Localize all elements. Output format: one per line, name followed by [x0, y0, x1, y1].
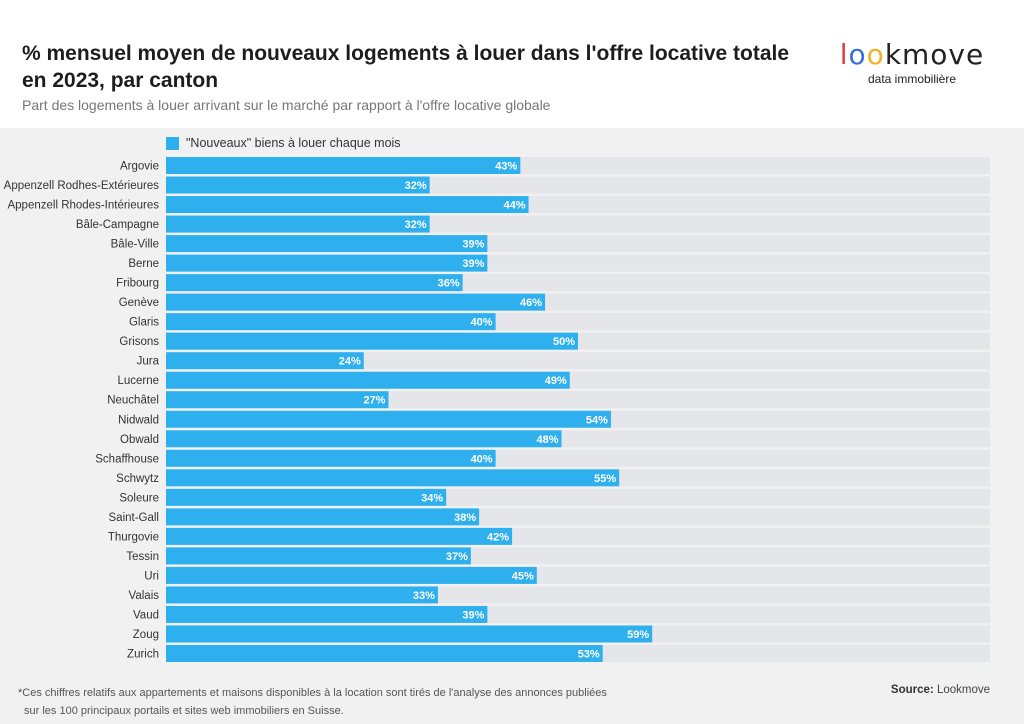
legend-label: "Nouveaux" biens à louer chaque mois — [186, 136, 401, 150]
bar — [166, 547, 471, 565]
category-label: Tessin — [126, 551, 159, 563]
bar — [166, 254, 488, 272]
bar — [166, 371, 570, 389]
bar — [166, 430, 562, 448]
value-label: 38% — [454, 512, 476, 524]
logo-tagline: data immobilière — [867, 72, 957, 86]
category-label: Berne — [128, 258, 159, 270]
value-label: 39% — [462, 258, 484, 270]
value-label: 40% — [471, 317, 493, 329]
category-label: Saint-Gall — [109, 512, 160, 524]
bar — [166, 196, 529, 214]
bar — [166, 605, 488, 623]
bar — [166, 157, 521, 174]
bar — [166, 527, 513, 545]
value-label: 50% — [553, 336, 575, 348]
value-label: 55% — [594, 473, 616, 485]
category-label: Obwald — [120, 434, 159, 446]
bar — [166, 293, 546, 311]
category-label: Appenzell Rodhes-Extérieures — [4, 180, 160, 192]
value-label: 44% — [504, 200, 526, 212]
category-label: Lucerne — [117, 375, 159, 387]
value-label: 45% — [512, 570, 534, 582]
category-label: Zoug — [133, 629, 159, 641]
bar — [166, 488, 447, 506]
category-label: Nidwald — [118, 414, 159, 426]
bar — [166, 469, 620, 487]
value-label: 40% — [471, 453, 493, 465]
source: Source: Lookmove — [891, 684, 990, 696]
category-label: Valais — [129, 590, 160, 602]
header: % mensuel moyen de nouveaux logements à … — [0, 0, 1024, 128]
chart-title: % mensuel moyen de nouveaux logements à … — [22, 42, 790, 92]
category-label: Bâle-Ville — [111, 239, 159, 251]
value-label: 32% — [405, 219, 427, 231]
category-label: Fribourg — [116, 278, 159, 290]
source-label: Source: — [890, 684, 934, 696]
value-label: 36% — [438, 278, 460, 290]
value-label: 46% — [520, 297, 542, 309]
category-label: Neuchâtel — [107, 395, 159, 407]
value-label: 53% — [578, 649, 600, 661]
footnote-line-2: sur les 100 principaux portails et sites… — [24, 705, 344, 717]
value-label: 54% — [586, 414, 608, 426]
footnote-line-1: *Ces chiffres relatifs aux appartements … — [18, 687, 607, 699]
bar — [166, 215, 430, 233]
category-label: Vaud — [133, 609, 159, 621]
bar — [166, 352, 364, 370]
category-label: Glaris — [129, 317, 159, 329]
source-value: Lookmove — [936, 684, 990, 696]
bar — [166, 586, 438, 604]
bar — [166, 566, 537, 584]
lookmove-logo: lookmove data immobilière — [832, 38, 992, 87]
category-label: Argovie — [120, 161, 159, 173]
category-label: Grisons — [119, 336, 159, 348]
value-label: 24% — [339, 356, 361, 368]
bar-track — [166, 352, 990, 370]
bar — [166, 313, 496, 331]
bar — [166, 332, 578, 350]
category-label: Schwytz — [116, 473, 159, 485]
category-label: Thurgovie — [108, 531, 159, 543]
chart-subtitle: Part des logements à louer arrivant sur … — [22, 97, 551, 113]
value-label: 34% — [421, 492, 443, 504]
legend-swatch — [166, 136, 179, 150]
category-label: Soleure — [119, 492, 159, 504]
category-label: Schaffhouse — [95, 453, 159, 465]
bar — [166, 274, 463, 292]
value-label: 27% — [363, 395, 385, 407]
value-label: 49% — [545, 375, 567, 387]
category-label: Bâle-Campagne — [76, 219, 159, 231]
value-label: 33% — [413, 590, 435, 602]
chart-area: "Nouveaux" biens à louer chaque mois Arg… — [0, 130, 1024, 670]
category-label: Jura — [137, 356, 160, 368]
bar — [166, 645, 603, 662]
value-label: 42% — [487, 531, 509, 543]
value-label: 32% — [405, 180, 427, 192]
footnote: *Ces chiffres relatifs aux appartements … — [18, 684, 607, 720]
category-label: Genève — [119, 297, 159, 309]
value-label: 39% — [462, 609, 484, 621]
bar — [166, 391, 389, 409]
bar — [166, 625, 653, 643]
value-label: 37% — [446, 551, 468, 563]
value-label: 39% — [462, 239, 484, 251]
bar — [166, 176, 430, 194]
value-label: 59% — [627, 629, 649, 641]
value-label: 43% — [495, 161, 517, 173]
value-label: 48% — [536, 434, 558, 446]
bar — [166, 235, 488, 253]
bar — [166, 449, 496, 467]
chart-legend: "Nouveaux" biens à louer chaque mois — [166, 136, 401, 150]
bar-chart: Argovie 43% Appenzell Rodhes-Extérieures 32… — [4, 157, 990, 662]
logo-wordmark: lookmove — [839, 38, 985, 71]
category-label: Appenzell Rhodes-Intérieures — [7, 200, 159, 212]
bar — [166, 410, 611, 428]
category-label: Uri — [144, 570, 159, 582]
bar — [166, 508, 480, 526]
category-label: Zurich — [127, 649, 159, 661]
